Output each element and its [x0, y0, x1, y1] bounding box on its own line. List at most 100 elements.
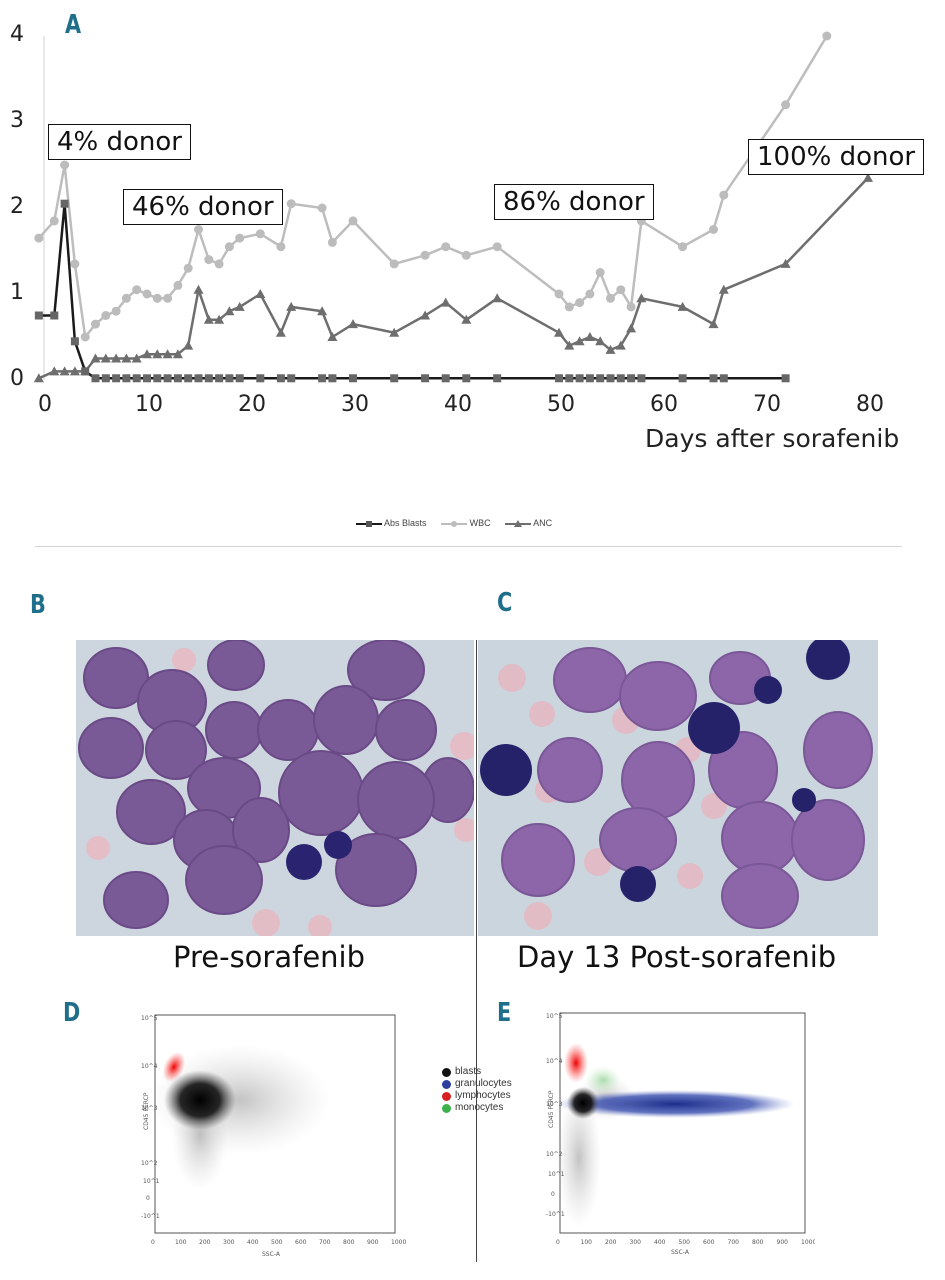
panel-label-d: D — [63, 998, 81, 1028]
data-point-wbc — [564, 302, 574, 312]
panel-separator-line — [476, 640, 477, 1262]
flow-e-ytick-5: 10^1 — [548, 1171, 565, 1178]
data-point-anc — [554, 327, 564, 337]
data-point-wbc — [585, 289, 595, 299]
data-point-abs-blasts — [627, 374, 636, 383]
data-point-abs-blasts — [441, 374, 450, 383]
data-point-abs-blasts — [328, 374, 337, 383]
legend-label: ANC — [533, 518, 553, 528]
flow-legend-lymphocytes: lymphocytes — [442, 1090, 512, 1102]
data-point-abs-blasts — [60, 199, 69, 208]
flow-x-tick: 500 — [271, 1239, 283, 1246]
data-point-abs-blasts — [215, 374, 224, 383]
flow-cytometry-plot-e: 10^5 10^4 10^3 10^2 10^1 0 -10^1 CD45 PE… — [546, 1012, 815, 1256]
flow-x-tick: 1000 — [391, 1239, 406, 1246]
data-point-wbc — [34, 233, 44, 243]
flow-e-xlabel: SSC-A — [671, 1249, 690, 1256]
legend-triangle-icon — [505, 519, 532, 527]
data-point-wbc — [60, 160, 70, 170]
data-point-anc — [234, 301, 245, 311]
data-point-anc — [605, 344, 616, 354]
data-point-anc — [584, 332, 595, 341]
flow-e-ytick-6: 0 — [551, 1191, 555, 1198]
data-point-wbc — [91, 319, 100, 329]
flow-x-tick: 100 — [175, 1239, 187, 1246]
data-point-wbc — [461, 250, 471, 260]
data-point-anc — [172, 349, 183, 359]
flow-legend-granulocytes: granulocytes — [442, 1078, 512, 1090]
data-point-wbc — [152, 293, 162, 303]
flow-d-ytick-6: 0 — [146, 1195, 150, 1202]
granulocytes-dot-icon — [442, 1079, 451, 1089]
data-point-anc — [275, 327, 286, 337]
data-point-anc — [677, 301, 688, 311]
data-point-abs-blasts — [719, 374, 728, 383]
data-point-abs-blasts — [101, 374, 110, 383]
flow-e-ytick-2: 10^4 — [546, 1058, 563, 1065]
data-point-anc — [636, 293, 647, 303]
data-point-anc — [59, 366, 70, 376]
data-point-wbc — [194, 225, 203, 234]
data-point-abs-blasts — [112, 374, 121, 383]
data-point-wbc — [173, 280, 183, 290]
lymphocytes-dot-icon — [442, 1091, 451, 1101]
data-point-abs-blasts — [81, 367, 90, 376]
flow-d-ylabel: CD45 PERCP — [143, 1092, 150, 1130]
data-point-anc — [90, 353, 101, 363]
data-point-abs-blasts — [235, 374, 244, 383]
data-point-abs-blasts — [709, 374, 718, 383]
micrograph-day13-post-sorafenib — [478, 640, 878, 936]
legend-label: WBC — [469, 518, 491, 528]
data-point-wbc — [575, 298, 585, 308]
data-point-wbc — [183, 263, 193, 273]
y-tick-label: 1 — [10, 280, 24, 305]
flow-legend-monocytes: monocytes — [442, 1102, 512, 1114]
data-point-wbc — [420, 250, 430, 260]
data-point-anc — [131, 353, 142, 363]
x-tick-label: 80 — [856, 392, 884, 417]
data-point-anc — [49, 366, 60, 376]
y-tick-label: 3 — [10, 108, 24, 133]
data-point-abs-blasts — [50, 311, 59, 320]
data-point-wbc — [224, 242, 234, 252]
line-chart-a — [33, 31, 873, 383]
data-point-anc — [121, 353, 132, 363]
flow-x-tick: 700 — [319, 1239, 331, 1246]
data-point-anc — [162, 349, 173, 359]
data-point-abs-blasts — [462, 374, 471, 383]
x-axis-label: Days after sorafenib — [645, 424, 900, 453]
flow-x-tick: 1000 — [801, 1239, 815, 1246]
data-point-anc — [595, 336, 606, 346]
flow-x-tick: 0 — [556, 1239, 560, 1246]
flow-x-tick: 200 — [199, 1239, 211, 1246]
data-point-anc — [863, 172, 873, 182]
data-point-anc — [286, 301, 297, 311]
blasts-dot-icon — [442, 1067, 451, 1077]
flow-d-xlabel: SSC-A — [262, 1251, 281, 1258]
data-point-abs-blasts — [153, 374, 162, 383]
data-point-abs-blasts — [225, 374, 234, 383]
data-point-abs-blasts — [318, 374, 327, 383]
data-point-wbc — [317, 203, 327, 213]
flow-d-xticks: 0 100 200 300 400 500 600 700 800 900 1000 — [151, 1239, 406, 1246]
data-point-abs-blasts — [204, 374, 213, 383]
data-point-abs-blasts — [349, 374, 357, 383]
data-point-abs-blasts — [276, 374, 285, 383]
data-point-wbc — [70, 259, 80, 269]
data-point-abs-blasts — [678, 374, 687, 383]
data-point-anc — [327, 332, 338, 341]
data-point-abs-blasts — [91, 374, 100, 383]
panel-label-e: E — [497, 998, 512, 1028]
x-tick-label: 50 — [547, 392, 575, 417]
data-point-anc — [389, 327, 400, 337]
x-tick-label: 70 — [753, 392, 781, 417]
data-point-anc — [203, 314, 214, 324]
x-tick-label: 20 — [238, 392, 266, 417]
legend-wbc: WBC — [441, 518, 493, 528]
annotation-86pct-donor: 86% donor — [494, 184, 654, 220]
data-point-anc — [142, 349, 152, 359]
data-point-wbc — [142, 289, 152, 299]
data-point-anc — [111, 353, 122, 363]
data-point-anc — [718, 284, 729, 294]
x-tick-label: 60 — [650, 392, 678, 417]
